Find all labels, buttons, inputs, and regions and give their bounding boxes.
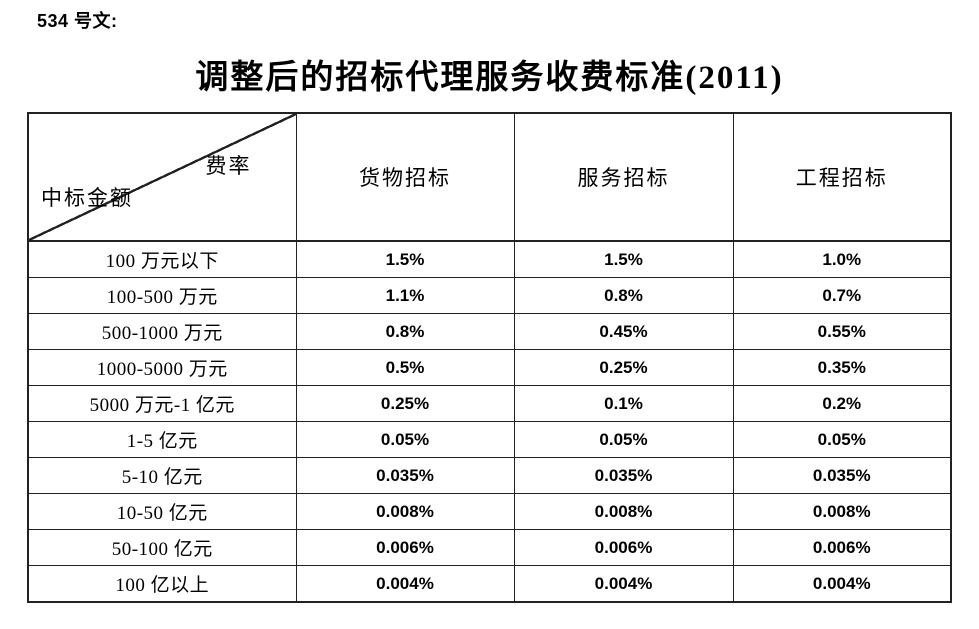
corner-amount-label: 中标金额 — [41, 186, 133, 210]
corner-rate-label: 费率 — [205, 154, 252, 178]
amount-range-label: 5000 万元-1 亿元 — [27, 385, 297, 422]
amount-range-label: 50-100 亿元 — [27, 529, 297, 566]
rate-value: 0.8% — [513, 277, 734, 314]
document-number-label: 534 号文: — [37, 11, 118, 31]
rate-value: 0.55% — [732, 313, 952, 350]
rate-value: 0.05% — [295, 421, 515, 458]
rate-value: 0.004% — [295, 565, 515, 603]
table-row: 5000 万元-1 亿元 0.25% 0.1% 0.2% — [27, 385, 952, 422]
rate-value: 0.05% — [513, 421, 734, 458]
amount-range-label: 5-10 亿元 — [27, 457, 297, 494]
amount-range-label: 1000-5000 万元 — [27, 349, 297, 386]
page-title: 调整后的招标代理服务收费标准(2011) — [195, 60, 784, 96]
rate-value: 1.1% — [295, 277, 515, 314]
rate-value: 0.035% — [732, 457, 952, 494]
rate-value: 0.1% — [513, 385, 734, 422]
column-header-goods: 货物招标 — [295, 112, 515, 242]
rate-value: 0.008% — [295, 493, 515, 530]
table-row: 1000-5000 万元 0.5% 0.25% 0.35% — [27, 349, 952, 386]
rate-value: 0.035% — [513, 457, 734, 494]
rate-value: 0.004% — [513, 565, 734, 603]
fee-rate-table: 费率 中标金额 货物招标 服务招标 工程招标 100 万元以下 1.5% 1.5… — [27, 112, 952, 603]
rate-value: 0.5% — [295, 349, 515, 386]
rate-value: 0.006% — [732, 529, 952, 566]
table-row: 50-100 亿元 0.006% 0.006% 0.006% — [27, 529, 952, 566]
rate-value: 0.2% — [732, 385, 952, 422]
table-row: 100 亿以上 0.004% 0.004% 0.004% — [27, 565, 952, 603]
table-row: 10-50 亿元 0.008% 0.008% 0.008% — [27, 493, 952, 530]
column-header-works: 工程招标 — [732, 112, 952, 242]
diagonal-corner-cell: 费率 中标金额 — [27, 112, 297, 242]
amount-range-label: 100 亿以上 — [27, 565, 297, 603]
rate-value: 0.05% — [732, 421, 952, 458]
amount-range-label: 500-1000 万元 — [27, 313, 297, 350]
table-row: 100 万元以下 1.5% 1.5% 1.0% — [27, 240, 952, 278]
amount-range-label: 100-500 万元 — [27, 277, 297, 314]
amount-range-label: 100 万元以下 — [27, 240, 297, 278]
rate-value: 0.45% — [513, 313, 734, 350]
rate-value: 0.25% — [513, 349, 734, 386]
rate-value: 0.004% — [732, 565, 952, 603]
table-row: 1-5 亿元 0.05% 0.05% 0.05% — [27, 421, 952, 458]
rate-value: 0.35% — [732, 349, 952, 386]
rate-value: 0.7% — [732, 277, 952, 314]
rate-value: 0.006% — [513, 529, 734, 566]
rate-value: 0.008% — [732, 493, 952, 530]
rate-value: 0.008% — [513, 493, 734, 530]
table-header-row: 费率 中标金额 货物招标 服务招标 工程招标 — [27, 112, 952, 242]
table-row: 500-1000 万元 0.8% 0.45% 0.55% — [27, 313, 952, 350]
rate-value: 0.035% — [295, 457, 515, 494]
rate-value: 1.5% — [513, 240, 734, 278]
rate-value: 0.006% — [295, 529, 515, 566]
rate-value: 1.5% — [295, 240, 515, 278]
rate-value: 1.0% — [732, 240, 952, 278]
table-row: 100-500 万元 1.1% 0.8% 0.7% — [27, 277, 952, 314]
rate-value: 0.25% — [295, 385, 515, 422]
rate-value: 0.8% — [295, 313, 515, 350]
table-row: 5-10 亿元 0.035% 0.035% 0.035% — [27, 457, 952, 494]
column-header-services: 服务招标 — [513, 112, 734, 242]
amount-range-label: 10-50 亿元 — [27, 493, 297, 530]
amount-range-label: 1-5 亿元 — [27, 421, 297, 458]
